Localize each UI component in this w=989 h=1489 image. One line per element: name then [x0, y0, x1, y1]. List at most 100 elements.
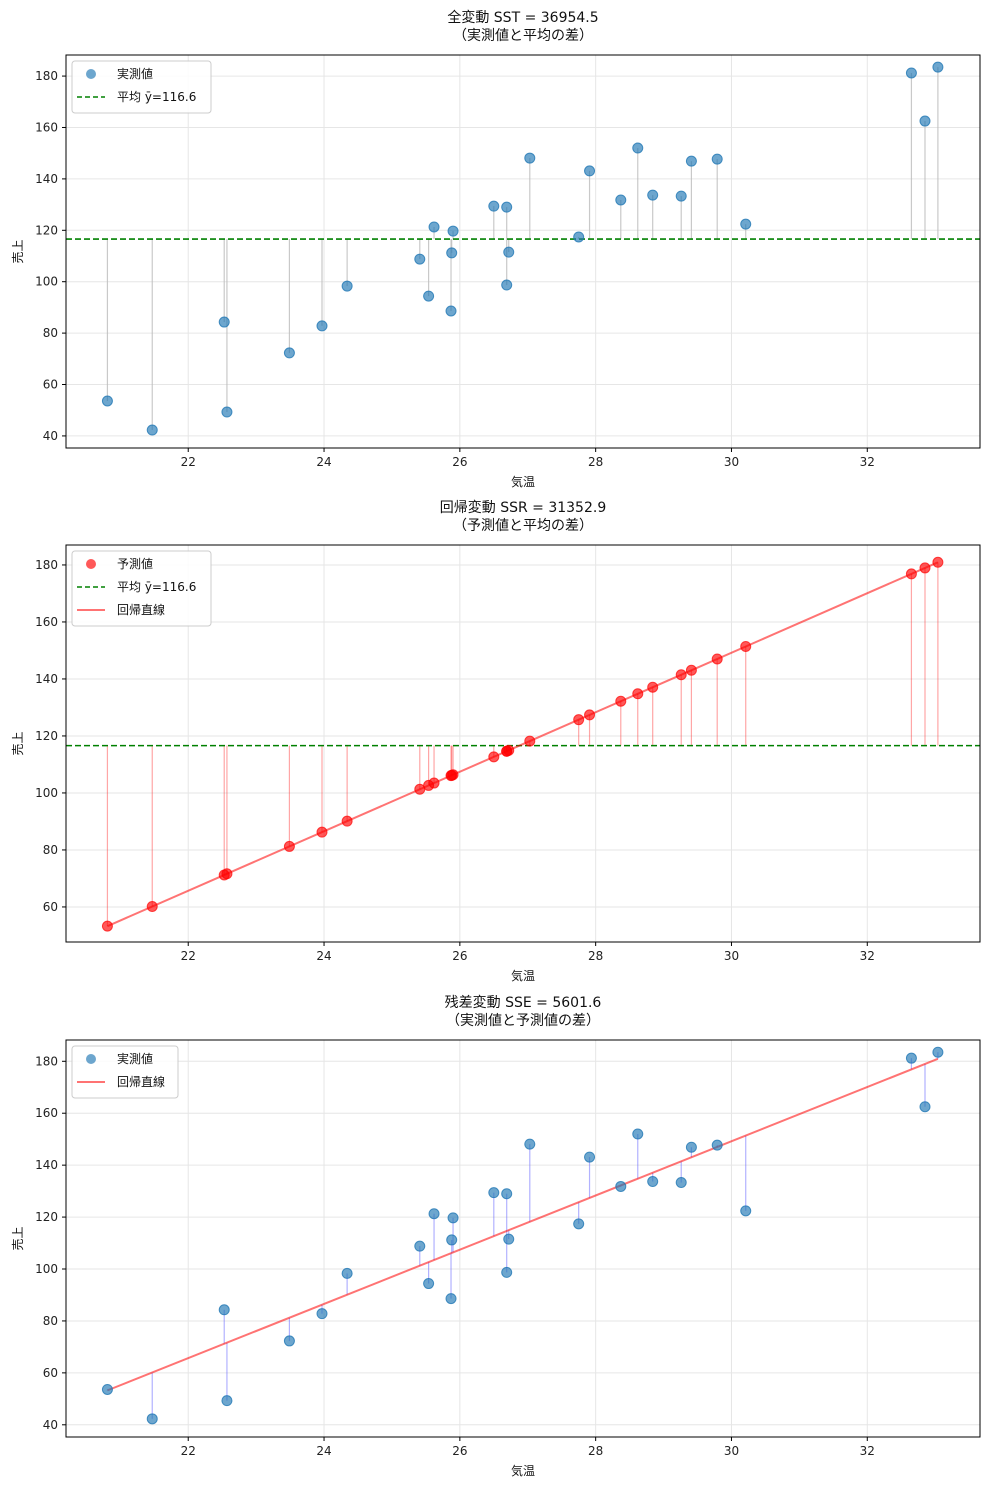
chart-subtitle: （予測値と平均の差） [453, 518, 593, 534]
actual-point [445, 1293, 457, 1305]
x-tick-label: 30 [724, 1444, 739, 1458]
legend-marker-predicted [86, 559, 96, 569]
actual-point [428, 1208, 440, 1220]
axes-frame [65, 54, 981, 449]
actual-point [524, 1138, 536, 1150]
predicted-point [932, 556, 944, 568]
actual-point [428, 221, 440, 233]
actual-point [615, 1180, 627, 1192]
actual-point [488, 1187, 500, 1199]
x-tick-label: 22 [181, 455, 196, 469]
y-tick-label: 60 [43, 1366, 58, 1380]
predicted-point [615, 695, 627, 707]
actual-point [584, 1151, 596, 1163]
x-tick-label: 32 [860, 455, 875, 469]
actual-point [283, 1335, 295, 1347]
actual-point [423, 1278, 435, 1290]
y-tick-label: 140 [35, 172, 58, 186]
predicted-point [501, 745, 513, 757]
actual-point [423, 290, 435, 302]
legend-label: 平均 ȳ=116.6 [117, 580, 196, 594]
x-tick-label: 32 [860, 949, 875, 963]
actual-point [501, 1266, 513, 1278]
x-tick-label: 26 [452, 949, 467, 963]
actual-point [101, 395, 113, 407]
x-tick-label: 30 [724, 455, 739, 469]
predicted-point [675, 669, 687, 681]
chart-title: 残差変動 SSE = 5601.6 [445, 994, 602, 1011]
predicted-point [341, 815, 353, 827]
predicted-point [428, 777, 440, 789]
legend-label: 実測値 [117, 1051, 153, 1066]
chart-title: 全変動 SST = 36954.5 [447, 9, 598, 26]
predicted-point [101, 920, 113, 932]
predicted-point [584, 709, 596, 721]
x-axis-label: 気温 [511, 968, 535, 983]
x-tick-label: 22 [181, 1444, 196, 1458]
y-tick-label: 180 [35, 69, 58, 83]
predicted-point [647, 681, 659, 693]
predicted-point [316, 826, 328, 838]
actual-point [905, 1052, 917, 1064]
actual-point [341, 280, 353, 292]
regression-line [107, 1057, 939, 1392]
actual-point [740, 218, 752, 230]
y-tick-label: 80 [43, 843, 58, 857]
actual-point [685, 155, 697, 167]
legend-label: 回帰直線 [117, 1074, 165, 1089]
actual-point [221, 406, 233, 418]
y-tick-label: 60 [43, 900, 58, 914]
actual-point [632, 1128, 644, 1140]
actual-point [445, 305, 457, 317]
x-axis-label: 気温 [511, 474, 535, 489]
actual-point [632, 142, 644, 154]
legend-label: 平均 ȳ=116.6 [117, 90, 196, 104]
axes-frame [65, 544, 981, 943]
predicted-point [283, 840, 295, 852]
actual-point [146, 1413, 158, 1425]
y-tick-label: 100 [35, 1262, 58, 1276]
x-tick-label: 28 [588, 455, 603, 469]
subplot-ssr: 回帰変動 SSR = 31352.9 （予測値と平均の差） 22 24 26 28 30 32… [10, 499, 981, 983]
y-tick-label: 160 [35, 1106, 58, 1120]
actual-point [146, 424, 158, 436]
actual-point [647, 189, 659, 201]
predicted-point [685, 664, 697, 676]
predicted-point [146, 901, 158, 913]
actual-point [101, 1383, 113, 1395]
actual-point [447, 1212, 459, 1224]
x-axis-label: 気温 [511, 1463, 535, 1478]
predicted-point [905, 568, 917, 580]
y-tick-label: 180 [35, 558, 58, 572]
chart-subtitle: （実測値と予測値の差） [446, 1013, 600, 1029]
x-tick-label: 22 [181, 949, 196, 963]
actual-point [503, 246, 515, 258]
actual-point [316, 320, 328, 332]
predicted-point [711, 653, 723, 665]
x-tick-label: 28 [588, 949, 603, 963]
actual-point [573, 1218, 585, 1230]
actual-point [283, 347, 295, 359]
y-tick-label: 80 [43, 326, 58, 340]
predicted-point [919, 562, 931, 574]
legend-marker-actual [86, 1054, 96, 1064]
actual-point [932, 1046, 944, 1058]
actual-point [218, 1304, 230, 1316]
actual-point [501, 279, 513, 291]
predicted-point [488, 751, 500, 763]
actual-point [584, 165, 596, 177]
actual-point [675, 1177, 687, 1189]
actual-point [488, 200, 500, 212]
actual-point [905, 67, 917, 79]
y-axis-label: 売上 [10, 1226, 25, 1250]
actual-point [446, 1234, 458, 1246]
actual-point [414, 253, 426, 265]
x-tick-label: 30 [724, 949, 739, 963]
predicted-point [221, 868, 233, 880]
y-tick-label: 120 [35, 729, 58, 743]
actual-point [573, 231, 585, 243]
y-tick-label: 100 [35, 786, 58, 800]
actual-point [740, 1205, 752, 1217]
